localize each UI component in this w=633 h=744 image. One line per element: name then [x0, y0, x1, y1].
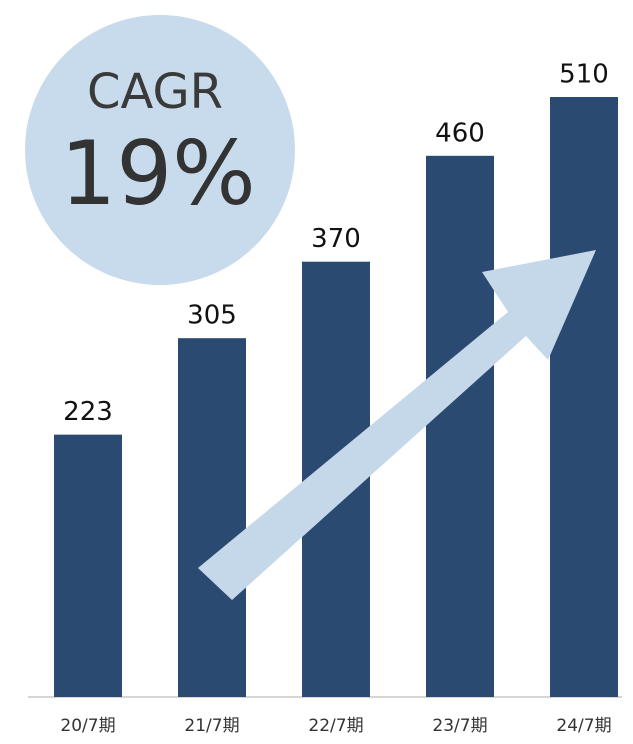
cagr-value: 19%: [60, 122, 256, 225]
bar: [550, 97, 618, 697]
value-label: 223: [63, 397, 113, 427]
x-tick-label: 20/7期: [60, 716, 115, 736]
bar: [426, 155, 494, 697]
x-tick-label: 21/7期: [184, 716, 239, 736]
value-label: 510: [559, 60, 609, 90]
cagr-circle: [25, 15, 295, 285]
growth-arrow: [198, 250, 596, 600]
x-tick-label: 22/7期: [308, 716, 363, 736]
bar: [54, 434, 122, 697]
x-tick-label: 23/7期: [432, 716, 487, 736]
bar: [178, 338, 246, 697]
x-tick-label: 24/7期: [556, 716, 611, 736]
value-label: 370: [311, 224, 361, 254]
value-label: 305: [187, 301, 237, 331]
value-label: 460: [435, 118, 485, 148]
cagr-label: CAGR: [87, 64, 223, 120]
